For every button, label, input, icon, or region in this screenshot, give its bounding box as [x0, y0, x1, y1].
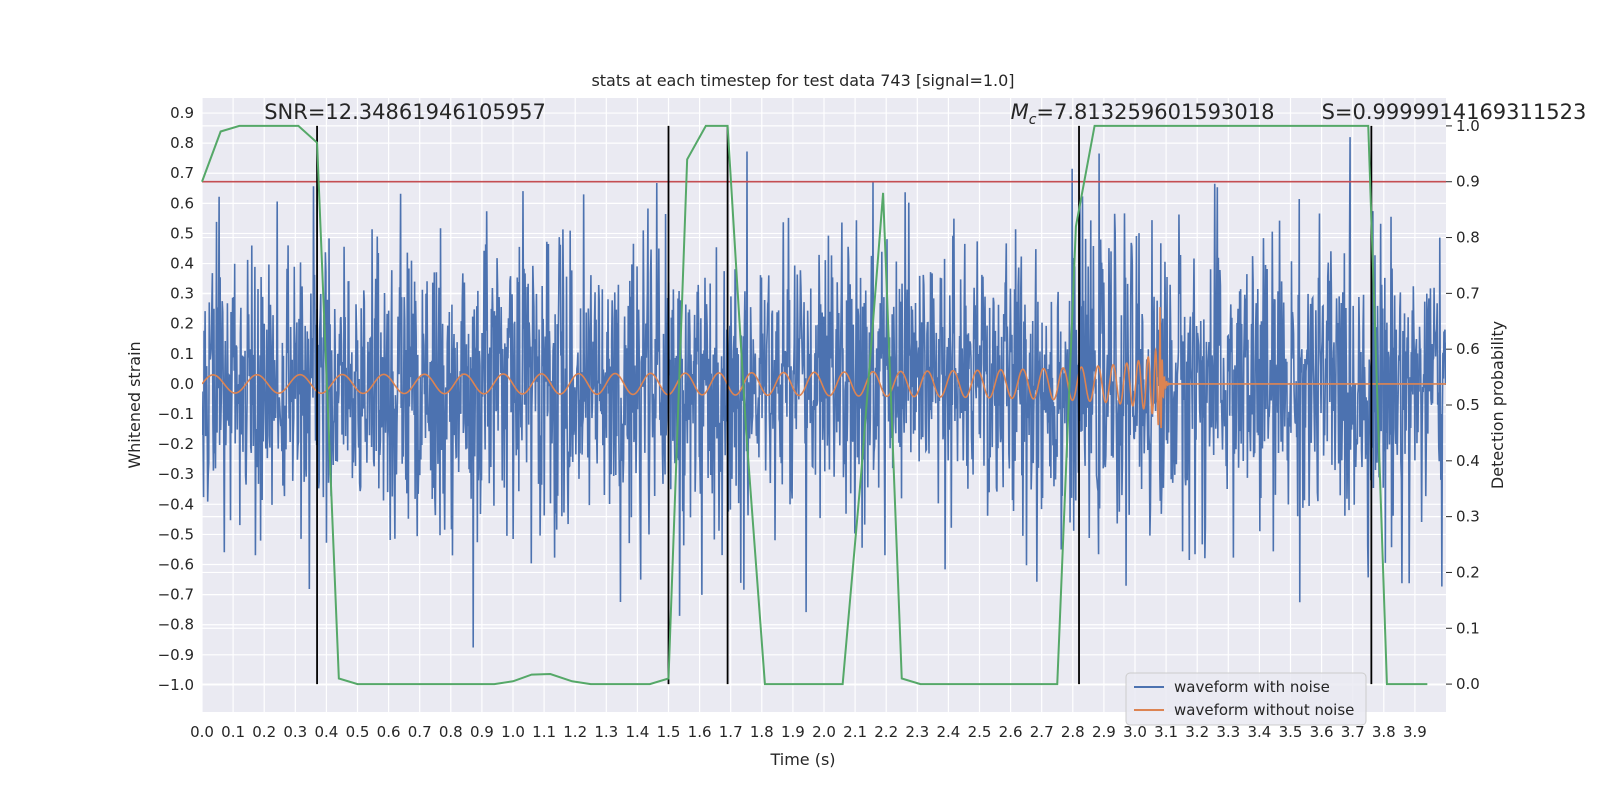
- y2-tick-label: 0.6: [1456, 340, 1480, 358]
- x-tick-label: 2.1: [843, 723, 867, 741]
- x-tick-label: 0.1: [221, 723, 245, 741]
- x-tick-label: 3.8: [1372, 723, 1396, 741]
- y-tick-label: 0.1: [170, 345, 194, 363]
- x-tick-label: 3.6: [1310, 723, 1334, 741]
- y-tick-label: −0.4: [158, 495, 194, 513]
- x-tick-label: 0.3: [283, 723, 307, 741]
- y-tick-label: 0.5: [170, 224, 194, 242]
- y-tick-label: −0.9: [158, 646, 194, 664]
- data-layer: [202, 137, 1446, 648]
- y-tick-label: −0.3: [158, 465, 194, 483]
- y-tick-label: −0.7: [158, 586, 194, 604]
- legend-entry: waveform without noise: [1174, 701, 1354, 719]
- y-tick-label: 0.9: [170, 104, 194, 122]
- y-tick-label: 0.7: [170, 164, 194, 182]
- y2-tick-label: 1.0: [1456, 117, 1480, 135]
- y2-tick-label: 0.5: [1456, 396, 1480, 414]
- x-tick-label: 3.4: [1247, 723, 1271, 741]
- x-tick-label: 1.2: [563, 723, 587, 741]
- x-tick-label: 0.2: [252, 723, 276, 741]
- legend-box: [1125, 672, 1367, 726]
- y-tick-label: −0.8: [158, 616, 194, 634]
- x-tick-label: 1.9: [781, 723, 805, 741]
- x-tick-label: 3.1: [1154, 723, 1178, 741]
- y2-tick-label: 0.8: [1456, 229, 1480, 247]
- series-waveform-with-noise: [202, 137, 1446, 648]
- x-tick-label: 2.0: [812, 723, 836, 741]
- y2-tick-label: 0.3: [1456, 508, 1480, 526]
- annotation-snr: SNR=12.34861946105957: [264, 100, 546, 124]
- x-tick-label: 3.7: [1341, 723, 1365, 741]
- y-tick-label: 0.4: [170, 255, 194, 273]
- series-detection-probability: [201, 124, 1428, 686]
- x-tick-label: 2.8: [1061, 723, 1085, 741]
- x-tick-label: 1.0: [501, 723, 525, 741]
- x-tick-label: 2.5: [968, 723, 992, 741]
- y-tick-label: 0.2: [170, 315, 194, 333]
- x-tick-label: 0.9: [470, 723, 494, 741]
- chart-title: stats at each timestep for test data 743…: [591, 71, 1014, 90]
- y-tick-label: −1.0: [158, 676, 194, 694]
- x-tick-label: 3.0: [1123, 723, 1147, 741]
- x-tick-label: 0.0: [190, 723, 214, 741]
- annotation-s: S=0.9999914169311523: [1322, 100, 1587, 124]
- x-tick-label: 1.8: [750, 723, 774, 741]
- x-tick-label: 3.3: [1216, 723, 1240, 741]
- x-tick-label: 1.5: [657, 723, 681, 741]
- series-waveform-without-noise: [202, 307, 1446, 429]
- x-tick-label: 1.1: [532, 723, 556, 741]
- plot-area: 0.0 0.1 0.2 0.3 0.4 0.5 0.6 0.7 0.8 0.9 1.0 1.1 1.2 1…: [158, 98, 1587, 741]
- x-tick-label: 1.4: [625, 723, 649, 741]
- x-tick-label: 0.4: [314, 723, 338, 741]
- y2-tick-label: 0.9: [1456, 173, 1480, 191]
- y-tick-label: −0.2: [158, 435, 194, 453]
- y-tick-label: 0.3: [170, 285, 194, 303]
- y2-tick-label: 0.1: [1456, 619, 1480, 637]
- y-tick-label: 0.0: [170, 375, 194, 393]
- y-tick-label: −0.1: [158, 405, 194, 423]
- x-axis-label: Time (s): [769, 750, 835, 769]
- y-tick-label: −0.5: [158, 525, 194, 543]
- mc-value: =7.813259601593018: [1036, 100, 1274, 124]
- mc-symbol: M: [1011, 100, 1029, 124]
- x-tick-label: 2.2: [874, 723, 898, 741]
- x-tick-label: 1.7: [719, 723, 743, 741]
- x-tick-label: 2.7: [1030, 723, 1054, 741]
- x-tick-label: 1.3: [594, 723, 618, 741]
- y-axis-label: Whitened strain: [125, 341, 144, 468]
- x-tick-label: 2.4: [936, 723, 960, 741]
- x-tick-label: 3.5: [1279, 723, 1303, 741]
- x-tick-label: 0.6: [377, 723, 401, 741]
- x-tick-label: 3.2: [1185, 723, 1209, 741]
- x-tick-label: 1.6: [688, 723, 712, 741]
- y-tick-label: −0.6: [158, 556, 194, 574]
- mc-subscript: c: [1029, 112, 1037, 128]
- legend-entry: waveform with noise: [1174, 678, 1330, 696]
- x-tick-label: 0.5: [346, 723, 370, 741]
- y-tick-label: 0.6: [170, 194, 194, 212]
- x-tick-label: 3.9: [1403, 723, 1427, 741]
- legend: waveform with noise waveform without nois…: [1125, 672, 1367, 726]
- y2-tick-label: 0.0: [1456, 675, 1480, 693]
- x-tick-label: 0.8: [439, 723, 463, 741]
- y2-tick-label: 0.4: [1456, 452, 1480, 470]
- y2-tick-label: 0.2: [1456, 563, 1480, 581]
- y-tick-label: 0.8: [170, 134, 194, 152]
- x-tick-label: 2.3: [905, 723, 929, 741]
- annotation-chirp-mass: Mc=7.813259601593018: [1011, 100, 1275, 128]
- x-tick-label: 2.6: [999, 723, 1023, 741]
- y2-tick-label: 0.7: [1456, 284, 1480, 302]
- x-tick-label: 2.9: [1092, 723, 1116, 741]
- x-tick-label: 0.7: [408, 723, 432, 741]
- y2-axis-label: Detection probability: [1488, 321, 1507, 489]
